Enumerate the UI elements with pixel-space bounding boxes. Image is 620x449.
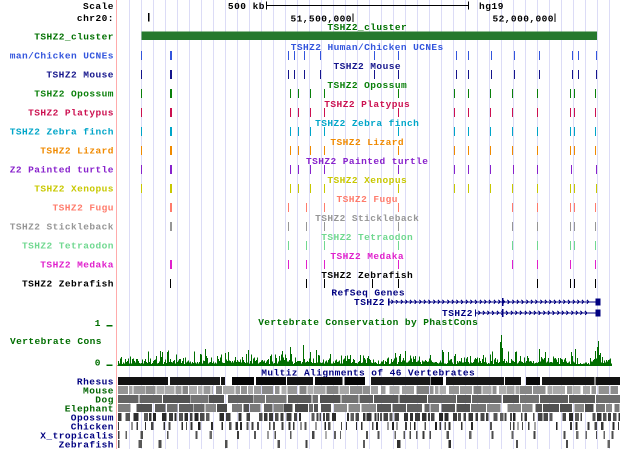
svg-text:TSHZ2 Tetraodon: TSHZ2 Tetraodon	[22, 241, 114, 252]
svg-text:Multiz Alignments of 46 Verteb: Multiz Alignments of 46 Vertebrates	[261, 368, 475, 379]
svg-text:Scale: Scale	[83, 1, 114, 12]
svg-text:Dog: Dog	[95, 395, 114, 406]
svg-text:Vertebrate Cons: Vertebrate Cons	[10, 336, 102, 347]
svg-text:500 kb: 500 kb	[228, 1, 265, 12]
svg-text:TSHZ2 Xenopus: TSHZ2 Xenopus	[34, 184, 114, 195]
svg-text:Vertebrate Conservation by Pha: Vertebrate Conservation by PhastCons	[258, 317, 478, 328]
svg-text:TSHZ2 Zebrafish: TSHZ2 Zebrafish	[321, 270, 413, 281]
svg-text:TSHZ2: TSHZ2	[354, 297, 385, 308]
svg-text:RefSeq Genes: RefSeq Genes	[331, 288, 404, 299]
svg-text:TSHZ2 Stickleback: TSHZ2 Stickleback	[10, 222, 114, 233]
svg-text:Opossum: Opossum	[71, 413, 114, 424]
svg-text:TSHZ2 Human/Chicken UCNEs: TSHZ2 Human/Chicken UCNEs	[291, 42, 444, 53]
svg-text:hg19: hg19	[479, 1, 504, 12]
svg-text:TSHZ2 Opossum: TSHZ2 Opossum	[327, 80, 407, 91]
svg-text:TSHZ2: TSHZ2	[442, 308, 473, 319]
svg-text:TSHZ2 Stickleback: TSHZ2 Stickleback	[315, 213, 419, 224]
svg-text:TSHZ2 Zebra finch: TSHZ2 Zebra finch	[315, 118, 419, 129]
svg-text:TSHZ2 Mouse: TSHZ2 Mouse	[46, 70, 113, 81]
svg-text:man/Chicken UCNEs: man/Chicken UCNEs	[10, 51, 114, 62]
svg-text:TSHZ2_cluster: TSHZ2_cluster	[327, 22, 407, 33]
svg-text:TSHZ2 Tetraodon: TSHZ2 Tetraodon	[321, 232, 413, 243]
svg-text:Z2 Painted turtle: Z2 Painted turtle	[10, 165, 114, 176]
svg-text:X_tropicalis: X_tropicalis	[40, 431, 113, 442]
svg-text:TSHZ2 Opossum: TSHZ2 Opossum	[34, 89, 114, 100]
svg-text:1: 1	[95, 318, 101, 329]
svg-text:Zebrafish: Zebrafish	[59, 440, 114, 449]
svg-text:0: 0	[95, 358, 101, 369]
svg-text:TSHZ2 Zebrafish: TSHZ2 Zebrafish	[22, 279, 114, 290]
svg-text:Elephant: Elephant	[65, 404, 114, 415]
svg-text:TSHZ2_cluster: TSHZ2_cluster	[34, 32, 114, 43]
svg-text:Rhesus: Rhesus	[77, 377, 114, 388]
svg-text:TSHZ2 Painted turtle: TSHZ2 Painted turtle	[306, 156, 428, 167]
svg-text:52,000,000: 52,000,000	[493, 14, 554, 25]
svg-text:TSHZ2 Medaka: TSHZ2 Medaka	[330, 251, 403, 262]
svg-text:Mouse: Mouse	[83, 386, 114, 397]
svg-text:Chicken: Chicken	[71, 422, 114, 433]
svg-text:TSHZ2 Xenopus: TSHZ2 Xenopus	[327, 175, 407, 186]
svg-text:TSHZ2 Fugu: TSHZ2 Fugu	[53, 203, 114, 214]
svg-text:TSHZ2 Zebra finch: TSHZ2 Zebra finch	[10, 127, 114, 138]
svg-text:TSHZ2 Platypus: TSHZ2 Platypus	[324, 99, 410, 110]
svg-text:TSHZ2 Lizard: TSHZ2 Lizard	[330, 137, 403, 148]
svg-text:51,500,000: 51,500,000	[291, 14, 352, 25]
svg-text:TSHZ2 Platypus: TSHZ2 Platypus	[28, 108, 114, 119]
svg-text:TSHZ2 Medaka: TSHZ2 Medaka	[40, 260, 113, 271]
svg-text:TSHZ2 Fugu: TSHZ2 Fugu	[337, 194, 398, 205]
svg-text:chr20:: chr20:	[77, 13, 114, 24]
svg-text:TSHZ2 Lizard: TSHZ2 Lizard	[40, 146, 113, 157]
svg-text:TSHZ2 Mouse: TSHZ2 Mouse	[333, 61, 400, 72]
